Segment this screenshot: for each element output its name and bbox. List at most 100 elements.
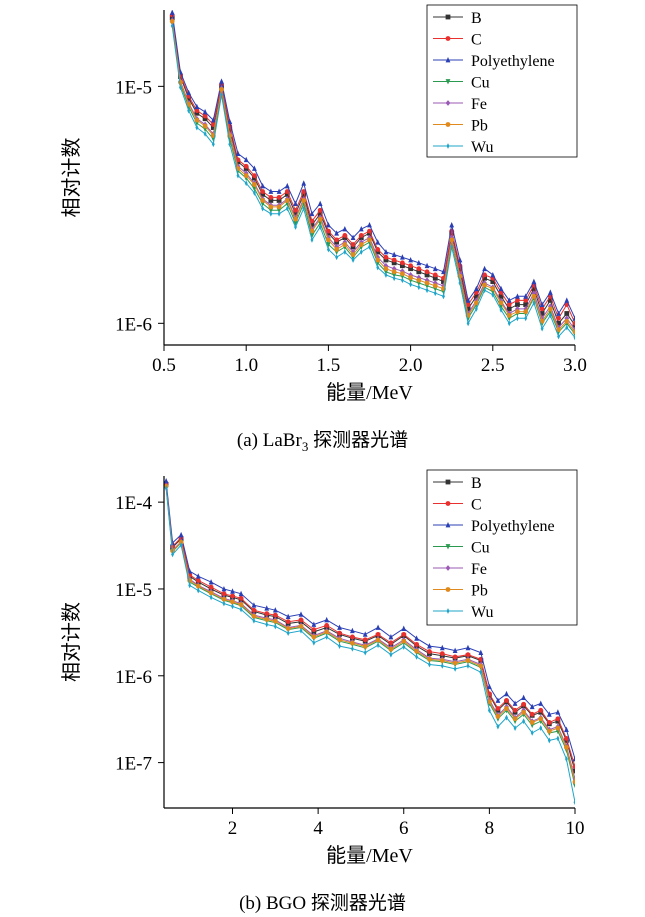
chart-a-x-tick-label: 1.0 [234,355,258,376]
chart-b-point-wu [479,669,483,676]
chart-a-point-c [432,272,438,278]
chart-a-point-pb [416,277,422,283]
chart-a-point-c [326,228,331,234]
chart-b-x-tick-label: 2 [228,818,238,839]
chart-a-point-wu [269,210,273,217]
chart-a-x-tick-label: 1.5 [317,355,341,376]
chart-a-point-c [194,108,200,114]
chart-b-point-polyethylene [195,573,201,579]
chart-b-point-pb [529,720,535,725]
chart-a-point-b [227,126,233,132]
chart-b-point-pb [195,583,201,589]
chart-b-point-polyethylene [504,690,509,697]
chart-a-point-polyethylene [342,226,348,232]
chart-a-point-fe [243,170,249,177]
chart-b-point-pb [238,602,244,608]
chart-b-point-wu [299,627,303,634]
chart-a-point-wu [302,205,306,212]
chart-b-point-c [555,716,561,722]
chart-a-point-b [301,191,307,197]
chart-b-point-c [230,593,235,599]
chart-b-point-c [375,631,381,637]
chart-a-point-b [350,244,356,250]
chart-b-point-wu [573,799,575,806]
chart-a-point-pb [326,237,331,243]
chart-b-point-b [572,768,575,774]
chart-a-point-pb [317,216,323,222]
chart-a-point-c [383,254,389,260]
chart-b-point-wu [252,617,256,624]
chart-a-point-c [506,302,512,307]
chart-a-legend-marker-wu [446,143,450,149]
chart-b-point-c [427,649,432,654]
chart-a-point-c [408,263,413,269]
chart-b-point-c [521,701,527,707]
chart-b-point-c [337,630,342,636]
chart-b-point-c [311,627,317,633]
chart-a-point-b [465,306,471,312]
chart-a-point-b [498,293,504,299]
chart-b-point-pb [264,617,270,622]
chart-a-point-pb [506,312,512,318]
chart-b-point-c [362,637,368,643]
chart-b-point-wu [363,649,367,656]
chart-b-point-wu [530,729,534,736]
chart-a-point-polyethylene [449,221,455,228]
chart-a-x-axis-label: 能量/MeV [326,381,413,404]
chart-a-point-polyethylene [498,285,504,292]
chart-a-point-pb [169,18,175,24]
chart-a-point-cu [268,207,274,214]
chart-a-point-wu [458,280,462,286]
chart-a-point-wu [343,249,347,255]
chart-a-point-polyethylene [391,251,397,257]
chart-a-point-b [399,263,405,269]
chart-a-point-b [490,279,496,284]
chart-a-point-polyethylene [572,315,575,321]
chart-b-point-polyethylene [529,703,535,710]
chart-b-point-wu [522,718,526,725]
chart-b-point-polyethylene [337,624,342,630]
chart-a-point-pb [301,198,307,203]
chart-a-point-wu [392,275,396,282]
chart-a-point-polyethylene [465,297,471,303]
chart-b-caption: (b) BGO 探测器光谱 [239,893,406,914]
chart-b-x-tick-label: 6 [399,818,409,839]
chart-b-point-polyethylene [512,700,518,706]
chart-a-point-wu [376,264,380,271]
chart-a-point-wu [220,92,223,98]
chart-b-point-c [564,736,569,741]
chart-a-point-wu [285,205,289,212]
chart-a-point-pb [383,266,389,272]
chart-b-point-pb [439,658,445,663]
chart-b-point-pb [512,716,518,722]
chart-a-point-polyethylene [219,78,224,84]
chart-a-point-wu [318,224,322,230]
chart-a-legend-marker-b [445,14,451,20]
chart-b-point-wu [350,645,354,652]
chart-b-legend: BC Polyethylene Cu Fe Pb Wu [426,469,578,626]
chart-b-legend-marker-fe [445,565,451,571]
chart-b-point-c [388,640,394,646]
chart-b-point-wu [179,542,183,548]
chart-a-point-cu [293,220,298,227]
chart-a-point-polyethylene [301,180,307,186]
chart-a-point-b [252,175,257,181]
chart-b-point-pb [298,624,304,629]
chart-a-point-polyethylene [284,182,290,189]
chart-b-point-wu [505,714,508,721]
chart-b-point-pb [427,656,432,662]
chart-a-point-b [531,286,537,292]
chart-a-point-pb [432,283,438,289]
chart-a-point-wu [524,315,528,322]
chart-a-point-pb [449,237,455,243]
chart-a-x-tick-label: 0.5 [152,355,176,376]
chart-a-point-pb [424,280,430,286]
chart-a-point-wu [228,141,232,148]
chart-a-point-wu [540,325,544,332]
chart-b-y-tick-label: 1E-4 [115,493,152,514]
chart-a-point-b [416,269,422,275]
chart-b-point-polyethylene [324,616,330,623]
chart-a-point-polyethylene [169,10,175,15]
chart-b-point-wu [222,600,226,607]
chart-a-point-pb [252,182,257,187]
